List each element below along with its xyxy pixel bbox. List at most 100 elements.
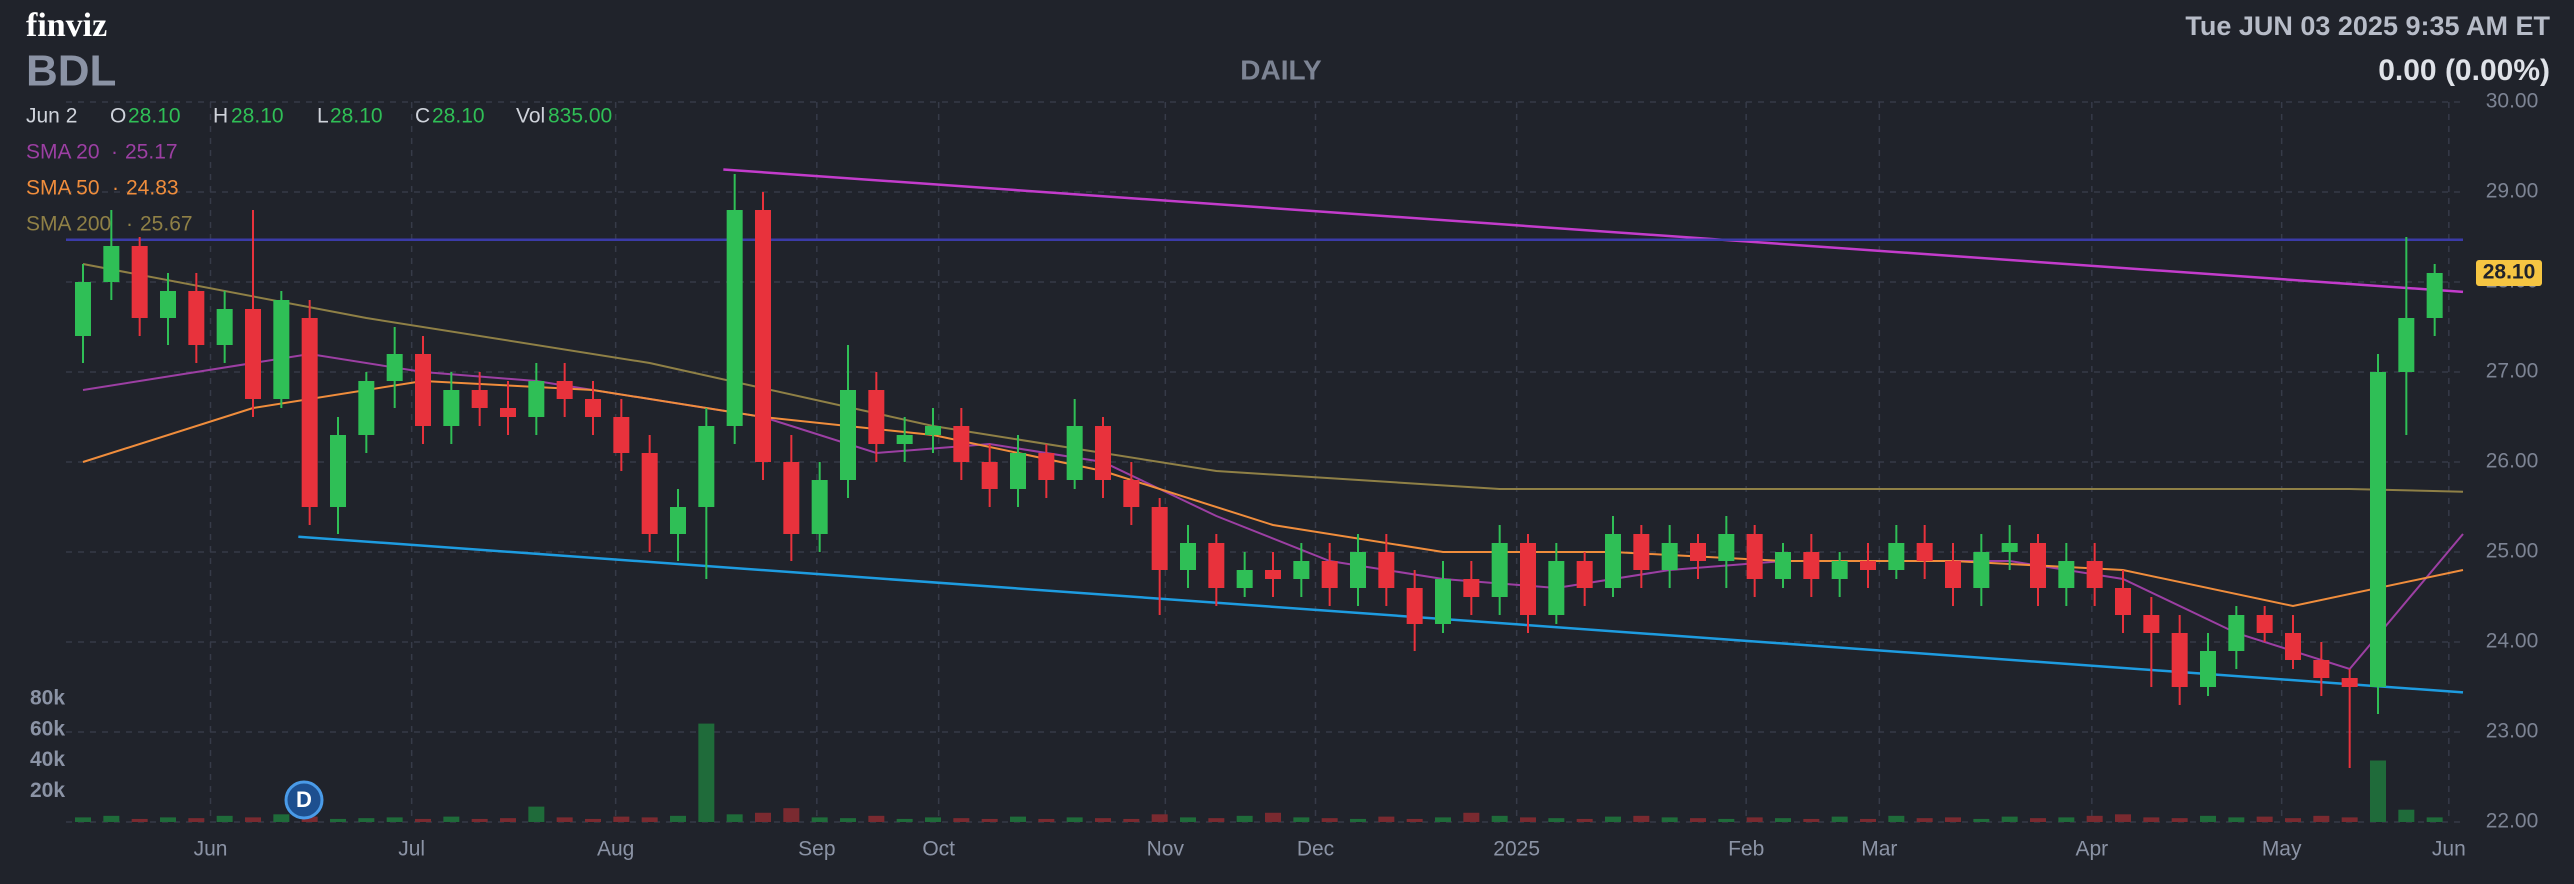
x-tick-label: May — [2262, 838, 2302, 861]
candle-body — [500, 408, 516, 417]
y-tick-label: 26.00 — [2486, 450, 2539, 473]
volume-bar — [1066, 817, 1083, 822]
ohlc-value: 28.10 — [330, 105, 383, 128]
candle-body — [1916, 543, 1933, 561]
candle-body — [1718, 534, 1735, 561]
volume-bar — [2228, 817, 2245, 822]
candle-body — [840, 390, 856, 480]
volume-bar — [160, 817, 176, 822]
ohlc-value: 28.10 — [432, 105, 485, 128]
x-tick-label: Apr — [2075, 838, 2108, 861]
candle-body — [2285, 633, 2301, 660]
ohlc-label: Vol — [516, 105, 545, 128]
ohlc-value: 28.10 — [231, 105, 284, 128]
candle-body — [2256, 615, 2273, 633]
candle-body — [1860, 561, 1876, 570]
candle-body — [1123, 480, 1140, 507]
candle-body — [2143, 615, 2160, 633]
candle-body — [386, 354, 403, 381]
volume-bar — [1463, 812, 1480, 822]
x-tick-label: Sep — [798, 838, 835, 861]
volume — [75, 723, 2443, 822]
candle-body — [1888, 543, 1905, 570]
volume-bar — [783, 808, 800, 822]
candle-body — [1491, 543, 1508, 597]
x-tick-label: Jun — [2432, 838, 2466, 861]
event-marker-label: D — [296, 787, 312, 812]
volume-bar — [2115, 814, 2131, 822]
candles — [75, 174, 2443, 768]
volume-bar — [2001, 816, 2018, 822]
volume-bar — [698, 723, 715, 822]
candle-body — [273, 300, 290, 399]
volume-bar — [2398, 809, 2415, 822]
y-tick-label: 22.00 — [2486, 810, 2539, 833]
volume-tick-label: 40k — [30, 748, 65, 771]
volume-bar — [1038, 818, 1055, 822]
candle-body — [1265, 570, 1281, 579]
candle-body — [1661, 543, 1678, 570]
legend-separator: · — [126, 213, 133, 236]
change: 0.00 (0.00%) — [2378, 54, 2550, 87]
volume-bar — [188, 818, 205, 822]
candle-body — [868, 390, 885, 444]
volume-bar — [1208, 818, 1225, 822]
volume-bar — [585, 818, 601, 822]
volume-bar — [2143, 817, 2160, 822]
y-tick-label: 27.00 — [2486, 360, 2539, 383]
volume-bar — [1350, 818, 1366, 822]
volume-bar — [556, 817, 573, 822]
candle-body — [726, 210, 743, 426]
interval: DAILY — [1240, 54, 1322, 85]
volume-bar — [301, 816, 318, 822]
candle-body — [1633, 534, 1650, 570]
volume-bar — [1435, 817, 1451, 822]
volume-bar — [670, 815, 686, 822]
event-marker[interactable] — [284, 780, 324, 820]
candle-body — [2313, 660, 2330, 678]
x-tick-label: Oct — [922, 838, 955, 861]
candle-body — [528, 381, 545, 417]
brand[interactable]: finviz — [26, 7, 107, 44]
volume-bar — [1123, 818, 1140, 822]
ohlc-value: 28.10 — [128, 105, 181, 128]
volume-bar — [1860, 818, 1876, 822]
candle-body — [160, 291, 176, 318]
volume-bar — [2058, 817, 2075, 822]
volume-bar — [500, 818, 516, 822]
candle-body — [131, 246, 148, 318]
volume-tick-label: 20k — [30, 779, 65, 802]
candle-body — [981, 462, 998, 489]
volume-bar — [755, 812, 771, 822]
volume-bar — [2256, 816, 2273, 822]
volume-bar — [811, 817, 828, 822]
candle-body — [103, 246, 120, 282]
candle-body — [1463, 579, 1480, 597]
ohlc-label: H — [213, 105, 228, 128]
candle-body — [2115, 588, 2131, 615]
volume-bar — [1548, 818, 1565, 822]
volume-bar — [1718, 818, 1735, 822]
volume-bar — [953, 818, 970, 822]
volume-bar — [1633, 815, 1650, 822]
candle-body — [415, 354, 431, 426]
candle-body — [1775, 552, 1791, 579]
candle-body — [1690, 543, 1706, 561]
legend-name: SMA 50 — [26, 177, 100, 200]
volume-bar — [1406, 818, 1423, 822]
labels: O 28.10 H 28.10 L 28.10 C 28.10 Vol 835.0022.0023… — [26, 90, 2542, 861]
volume-tick-label: 60k — [30, 717, 65, 740]
volume-bar — [1775, 818, 1791, 822]
trend-line — [723, 168, 2464, 294]
candle-body — [216, 309, 233, 345]
volume-bar — [1888, 815, 1905, 822]
candle-body — [2086, 561, 2103, 588]
volume-bar — [1973, 818, 1990, 822]
legend-value: 25.17 — [125, 141, 178, 164]
volume-bar — [868, 815, 885, 822]
candle-body — [1236, 570, 1253, 588]
volume-bar — [641, 817, 658, 822]
x-tick-label: Feb — [1728, 838, 1764, 861]
candle-body — [2171, 633, 2188, 687]
